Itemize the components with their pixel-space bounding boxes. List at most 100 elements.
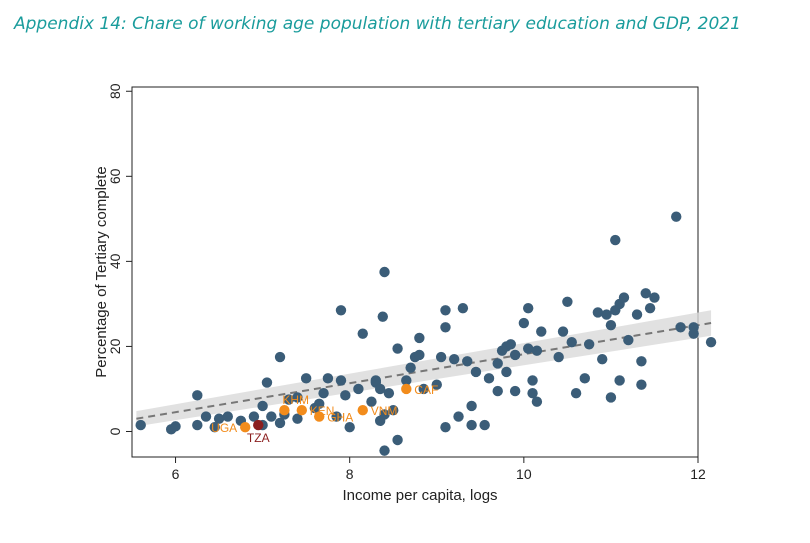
data-point — [509, 349, 521, 361]
data-point — [440, 422, 451, 433]
data-point — [414, 332, 425, 344]
data-point — [344, 422, 355, 433]
data-point — [531, 345, 543, 356]
data-point — [592, 307, 604, 318]
data-point — [213, 413, 225, 424]
data-point — [300, 373, 312, 384]
data-points — [135, 211, 717, 456]
y-tick-label: 40 — [107, 253, 123, 269]
data-point-uga — [240, 422, 251, 433]
data-point — [388, 405, 399, 416]
data-point — [453, 411, 464, 422]
data-point — [462, 356, 473, 367]
data-point — [209, 422, 220, 433]
data-point — [335, 375, 347, 386]
data-point — [440, 322, 451, 333]
x-tick-label: 10 — [516, 466, 532, 482]
data-point — [353, 383, 364, 395]
data-point — [314, 398, 325, 410]
y-tick-label: 0 — [107, 427, 123, 435]
data-point — [536, 326, 547, 337]
data-point — [566, 336, 577, 348]
data-point — [377, 311, 388, 322]
data-point — [618, 292, 630, 303]
data-point — [601, 309, 612, 320]
data-point — [553, 351, 564, 363]
data-point — [200, 411, 212, 422]
data-point — [523, 343, 534, 354]
data-point — [414, 349, 425, 361]
point-label-vnm: VNM — [371, 404, 398, 418]
x-axis-label: Income per capita, logs — [342, 487, 497, 504]
data-point — [292, 392, 303, 403]
ci-band — [136, 310, 712, 427]
data-point — [435, 351, 447, 363]
data-point — [392, 343, 403, 354]
data-point — [331, 411, 342, 422]
data-point — [248, 411, 260, 422]
data-point — [379, 409, 390, 420]
data-point — [640, 288, 651, 299]
point-label-caf: CAF — [414, 383, 438, 397]
x-tick-label: 6 — [172, 466, 180, 482]
data-point — [418, 383, 429, 395]
data-point — [261, 377, 273, 388]
chart-title: Appendix 14: Chare of working age popula… — [14, 14, 741, 34]
y-axis-label: Percentage of Tertiary complete — [93, 166, 110, 378]
data-point-gha — [314, 411, 325, 422]
data-point — [523, 302, 534, 314]
data-point — [479, 419, 490, 431]
data-point — [470, 366, 482, 378]
data-point — [170, 421, 181, 432]
data-point-ken — [296, 405, 307, 416]
data-point-khm — [279, 405, 290, 416]
data-point — [457, 302, 469, 314]
data-point — [562, 296, 573, 307]
data-point — [631, 309, 643, 320]
data-point — [283, 394, 294, 405]
data-point — [527, 388, 538, 399]
data-point — [448, 353, 460, 365]
data-point — [531, 396, 543, 407]
data-point — [401, 375, 412, 386]
data-point — [518, 317, 530, 329]
data-point — [610, 234, 621, 246]
point-label-khm: KHM — [282, 393, 309, 407]
point-label-tza: TZA — [247, 431, 270, 445]
data-point — [431, 379, 442, 390]
point-label-ken: KEN — [310, 404, 335, 418]
data-point — [257, 400, 268, 412]
data-point — [222, 411, 233, 422]
data-point — [527, 375, 538, 386]
x-tick-label: 12 — [690, 466, 706, 482]
data-point — [623, 334, 634, 346]
data-point — [322, 373, 334, 384]
data-point — [405, 362, 416, 373]
data-point — [705, 336, 717, 348]
data-point — [335, 305, 347, 316]
data-point-caf — [401, 383, 412, 395]
data-point — [357, 328, 368, 339]
data-point — [266, 411, 277, 422]
data-point — [318, 388, 329, 399]
data-point — [379, 266, 390, 278]
data-point — [492, 358, 503, 369]
data-point — [579, 373, 590, 384]
data-point — [466, 419, 477, 431]
confidence-band — [136, 310, 712, 427]
data-point — [292, 413, 303, 424]
data-point — [636, 356, 647, 367]
fit-line — [136, 322, 712, 420]
data-point — [466, 400, 477, 412]
data-point — [675, 322, 686, 333]
data-point — [649, 292, 660, 303]
data-point — [644, 302, 656, 314]
data-point — [383, 388, 395, 399]
data-point — [379, 445, 390, 456]
data-point — [492, 385, 503, 397]
data-point — [605, 319, 617, 331]
data-point — [192, 390, 203, 401]
y-tick-label: 60 — [107, 168, 123, 184]
